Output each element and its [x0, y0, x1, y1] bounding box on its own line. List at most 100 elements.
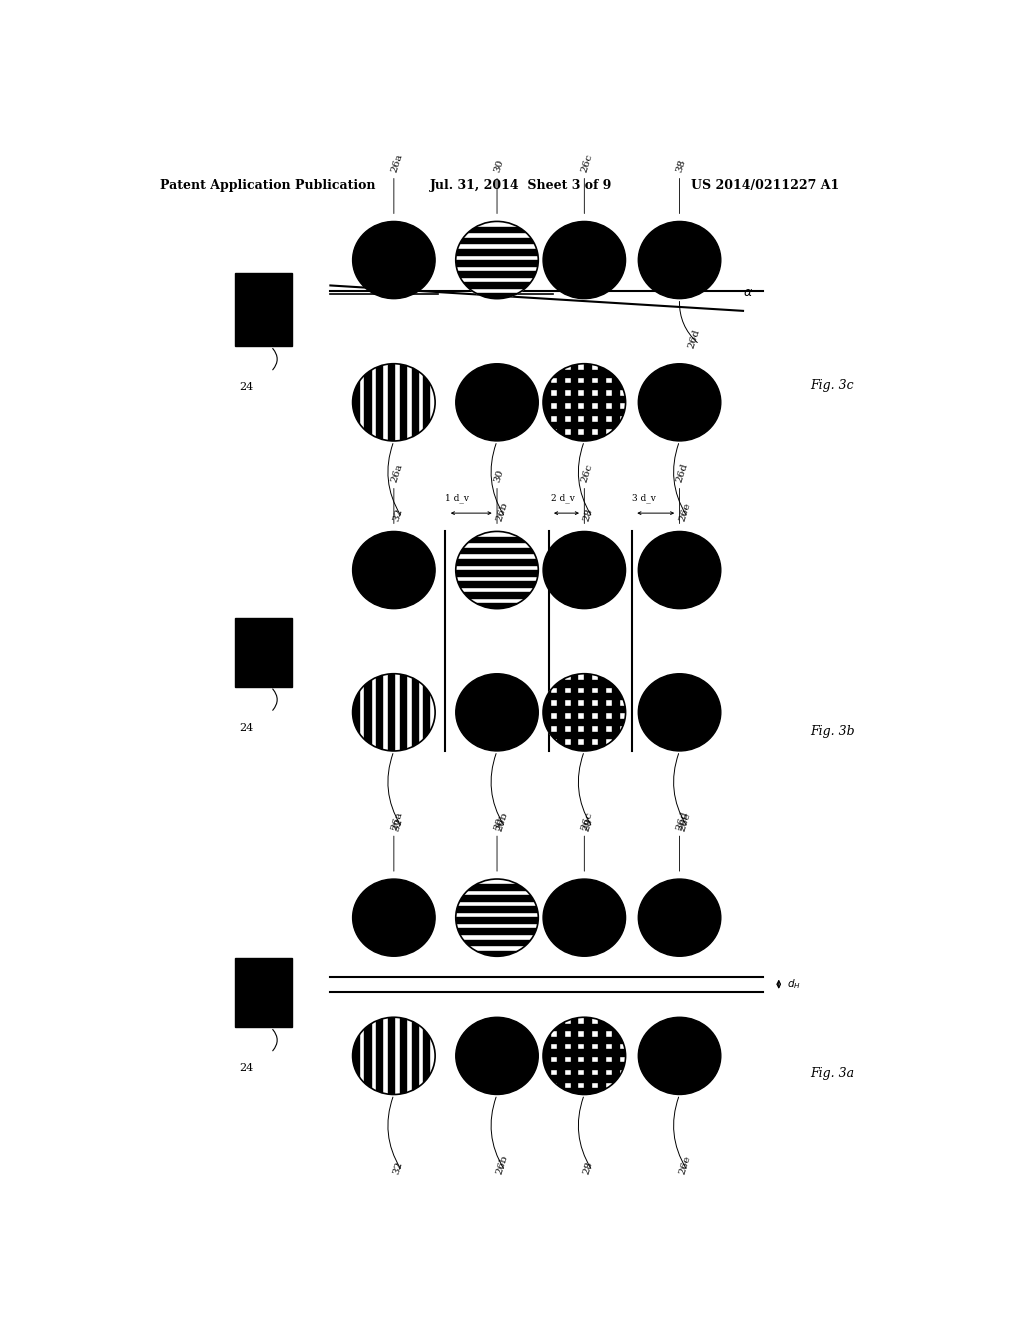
Bar: [543, 383, 626, 389]
Bar: [456, 591, 539, 598]
Ellipse shape: [352, 222, 435, 298]
Bar: [236, 618, 292, 686]
Bar: [543, 719, 626, 725]
Bar: [456, 282, 539, 288]
Text: 28: 28: [582, 817, 595, 833]
Ellipse shape: [456, 673, 539, 751]
Text: 24: 24: [240, 722, 253, 733]
Bar: [412, 1018, 418, 1094]
Bar: [543, 1049, 626, 1056]
Bar: [570, 1018, 578, 1094]
Bar: [456, 581, 539, 586]
Bar: [611, 673, 618, 751]
Ellipse shape: [638, 1018, 721, 1094]
Ellipse shape: [352, 673, 435, 751]
Bar: [423, 673, 429, 751]
Ellipse shape: [352, 1018, 435, 1094]
Bar: [456, 907, 539, 912]
Text: 26c: 26c: [580, 463, 594, 483]
Text: 26e: 26e: [677, 502, 692, 523]
Text: Fig. 3a: Fig. 3a: [811, 1068, 855, 1080]
Text: 32: 32: [391, 817, 404, 833]
Text: 26a: 26a: [389, 810, 403, 832]
Bar: [376, 1018, 382, 1094]
Text: 26e: 26e: [677, 1155, 692, 1176]
Bar: [585, 1018, 591, 1094]
Text: 26d: 26d: [675, 809, 689, 832]
Text: Patent Application Publication: Patent Application Publication: [160, 178, 375, 191]
Text: 3 d_v: 3 d_v: [632, 494, 655, 503]
Bar: [543, 1018, 550, 1094]
Bar: [456, 271, 539, 277]
Bar: [365, 364, 371, 441]
Text: 26a: 26a: [389, 152, 403, 174]
Text: 26c: 26c: [580, 810, 594, 832]
Bar: [543, 421, 626, 428]
Text: $\alpha$: $\alpha$: [743, 285, 753, 298]
Bar: [598, 673, 605, 751]
Bar: [543, 1088, 626, 1094]
Text: 26b: 26b: [495, 810, 510, 833]
Ellipse shape: [456, 222, 539, 298]
Ellipse shape: [456, 532, 539, 609]
Bar: [543, 744, 626, 751]
Ellipse shape: [638, 222, 721, 298]
Text: 32: 32: [391, 507, 404, 523]
Bar: [388, 673, 394, 751]
Bar: [543, 731, 626, 738]
Bar: [412, 364, 418, 441]
Text: 26b: 26b: [495, 1154, 510, 1176]
Text: Fig. 3c: Fig. 3c: [811, 379, 854, 392]
Ellipse shape: [638, 532, 721, 609]
Bar: [352, 673, 358, 751]
Bar: [456, 570, 539, 576]
Text: 26d: 26d: [687, 327, 701, 350]
Text: 30: 30: [493, 158, 505, 174]
Bar: [456, 928, 539, 935]
Bar: [399, 364, 406, 441]
Bar: [399, 673, 406, 751]
Text: 28: 28: [582, 507, 595, 523]
Text: Fig. 3b: Fig. 3b: [811, 725, 855, 738]
Bar: [456, 248, 539, 255]
Text: $d_H$: $d_H$: [786, 977, 801, 991]
Bar: [585, 673, 591, 751]
Bar: [376, 673, 382, 751]
Text: Jul. 31, 2014  Sheet 3 of 9: Jul. 31, 2014 Sheet 3 of 9: [430, 178, 612, 191]
Bar: [456, 260, 539, 265]
Bar: [543, 693, 626, 700]
Bar: [598, 364, 605, 441]
Bar: [456, 537, 539, 543]
Bar: [456, 227, 539, 232]
Bar: [543, 396, 626, 403]
Bar: [456, 558, 539, 565]
Ellipse shape: [638, 364, 721, 441]
Bar: [611, 364, 618, 441]
Text: 26a: 26a: [389, 462, 403, 483]
Bar: [543, 706, 626, 713]
Bar: [557, 364, 563, 441]
Bar: [423, 1018, 429, 1094]
Bar: [557, 1018, 563, 1094]
Bar: [456, 293, 539, 298]
Bar: [543, 364, 550, 441]
Bar: [543, 680, 626, 686]
Bar: [543, 673, 550, 751]
Ellipse shape: [543, 532, 626, 609]
Text: 30: 30: [493, 469, 505, 483]
Bar: [456, 950, 539, 956]
Text: 32: 32: [391, 1160, 404, 1176]
Text: 26e: 26e: [677, 810, 692, 833]
Ellipse shape: [352, 879, 435, 956]
Bar: [352, 1018, 358, 1094]
Bar: [456, 895, 539, 902]
Bar: [352, 364, 358, 441]
Bar: [543, 1063, 626, 1069]
Bar: [412, 673, 418, 751]
Bar: [388, 364, 394, 441]
Text: 30: 30: [493, 816, 505, 832]
Ellipse shape: [456, 1018, 539, 1094]
Bar: [423, 364, 429, 441]
Bar: [598, 1018, 605, 1094]
Ellipse shape: [352, 364, 435, 441]
